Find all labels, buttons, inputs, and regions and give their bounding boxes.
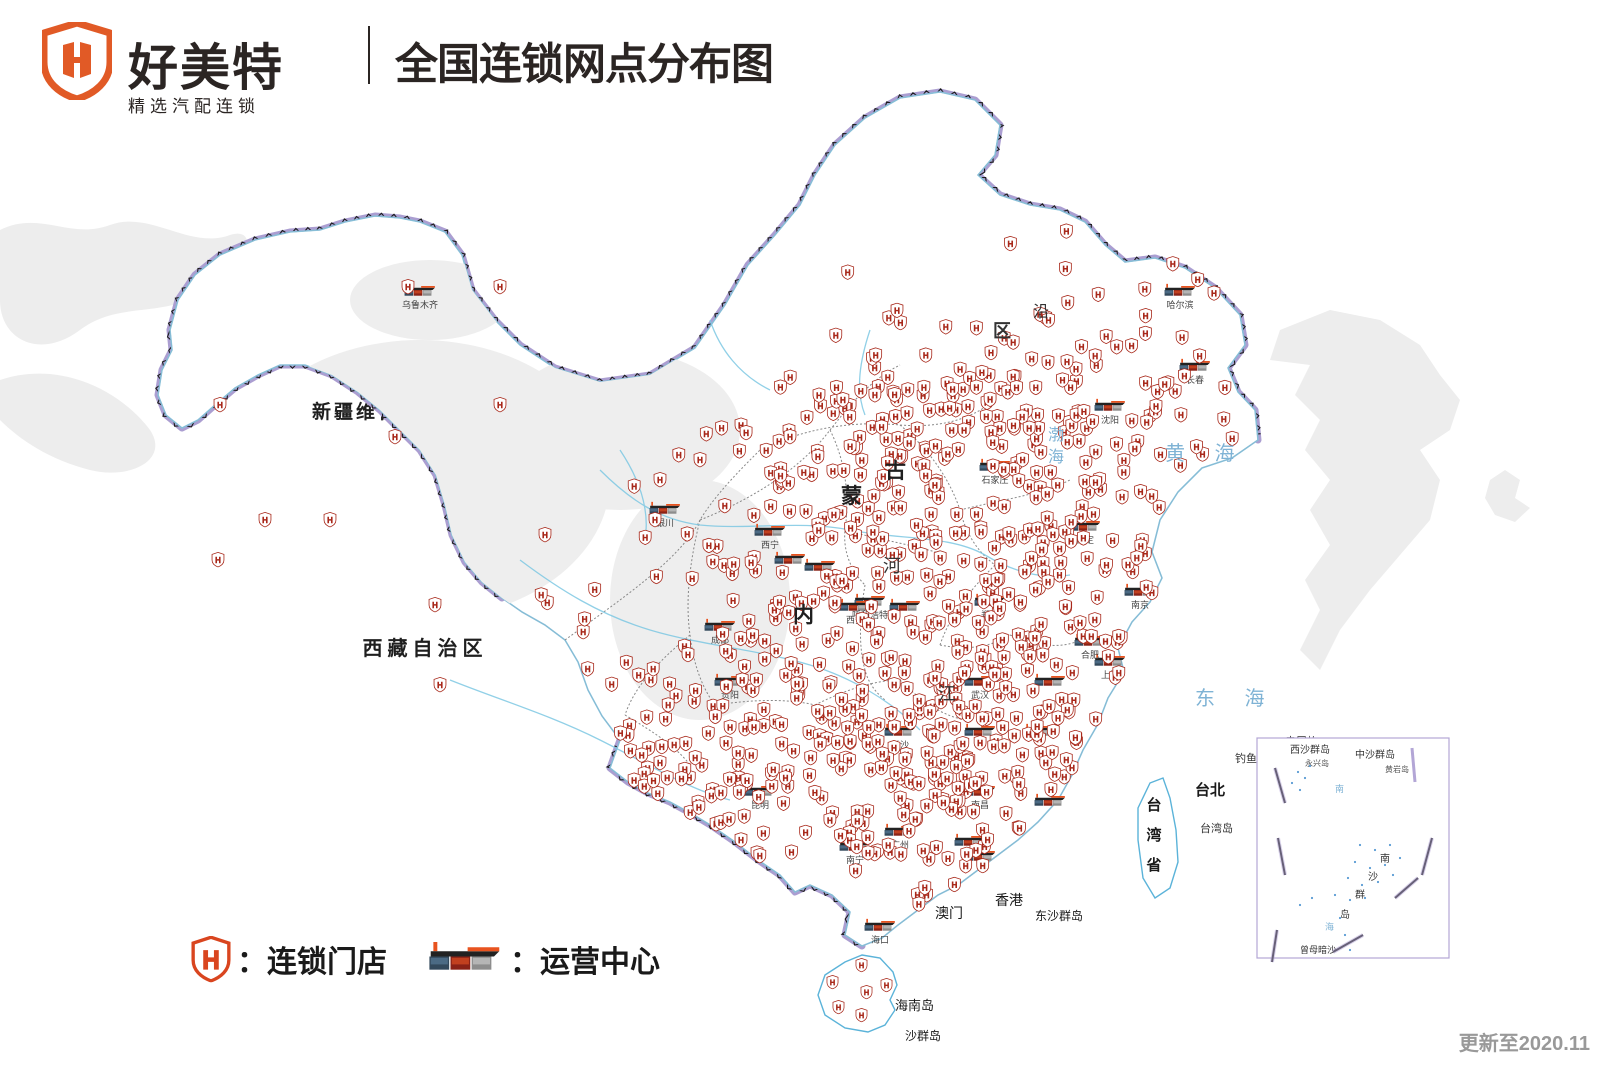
svg-text:台北: 台北 [1195,781,1225,799]
svg-text:西宁: 西宁 [761,539,779,550]
svg-text:东 海: 东 海 [1195,687,1277,710]
svg-text:哈尔滨: 哈尔滨 [1166,299,1193,310]
svg-text:海南岛: 海南岛 [895,998,934,1013]
svg-text:海口: 海口 [871,934,889,945]
svg-text:澳门: 澳门 [935,905,963,921]
svg-text:中沙群岛: 中沙群岛 [1355,748,1395,761]
svg-text:：运营中心: ：运营中心 [510,946,660,979]
svg-text:乌鲁木齐: 乌鲁木齐 [402,299,438,310]
svg-text:沈阳: 沈阳 [1101,414,1119,425]
svg-text:更新至2020.11: 更新至2020.11 [1459,1031,1590,1055]
svg-text:台: 台 [1146,796,1161,814]
svg-text:永兴岛: 永兴岛 [1305,758,1329,768]
svg-text:西藏自治区: 西藏自治区 [363,636,488,660]
svg-text:内: 内 [793,603,814,627]
svg-text:江: 江 [938,684,956,704]
svg-text:区: 区 [993,321,1011,341]
svg-text:黄岩岛: 黄岩岛 [1385,764,1409,774]
svg-text:海: 海 [1048,448,1064,466]
svg-text:香港: 香港 [995,892,1023,908]
svg-text:合肥: 合肥 [1081,649,1099,660]
svg-text:省: 省 [1145,856,1161,874]
svg-text:湾: 湾 [1146,826,1161,844]
svg-text:海: 海 [1325,921,1334,932]
svg-text:东沙群岛: 东沙群岛 [1035,908,1083,923]
svg-text:沿: 沿 [1033,303,1049,321]
svg-text:黄 海: 黄 海 [1165,442,1247,465]
svg-text:台湾岛: 台湾岛 [1200,821,1233,835]
svg-text:岛: 岛 [1340,908,1350,921]
svg-text:：连锁门店: ：连锁门店 [237,946,387,979]
svg-text:古: 古 [885,460,906,483]
svg-text:蒙: 蒙 [841,484,862,508]
svg-text:南京: 南京 [1131,599,1149,610]
svg-text:渤: 渤 [1048,426,1064,444]
svg-text:沙: 沙 [1368,871,1378,883]
svg-text:曾母暗沙: 曾母暗沙 [1300,944,1336,955]
svg-text:沙群岛: 沙群岛 [905,1028,941,1043]
svg-text:南: 南 [1380,852,1390,865]
svg-text:西沙群岛: 西沙群岛 [1290,743,1330,756]
svg-text:河: 河 [883,556,901,576]
svg-text:南: 南 [1335,783,1344,794]
svg-text:群: 群 [1355,888,1365,901]
